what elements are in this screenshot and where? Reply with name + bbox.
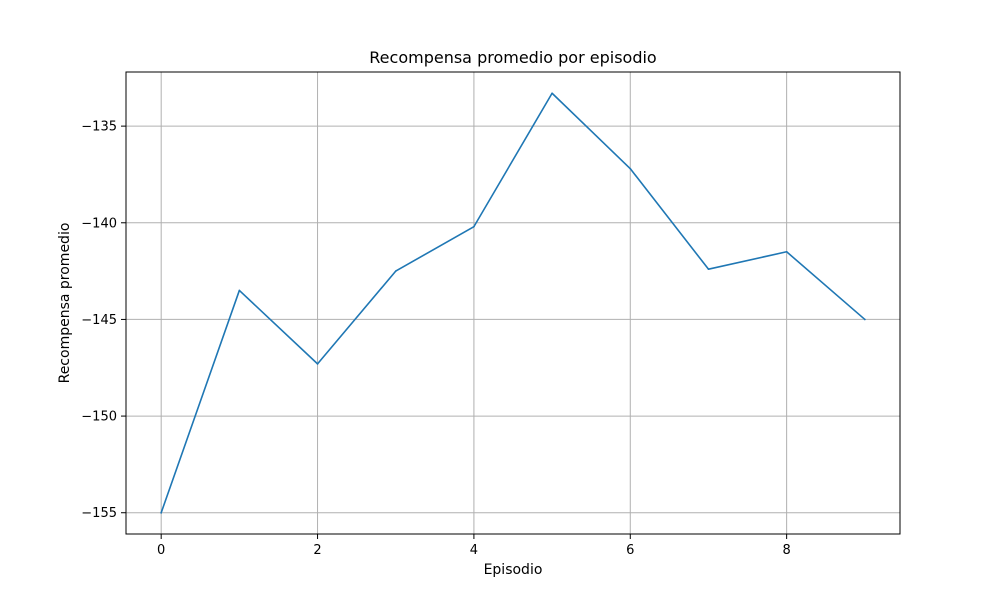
data-point: [864, 318, 866, 321]
x-tick-label: 0: [157, 543, 165, 558]
y-axis-label: Recompensa promedio: [57, 223, 73, 384]
y-tick-label: −145: [81, 313, 117, 328]
data-point: [629, 167, 632, 170]
grid-lines: [126, 72, 900, 534]
data-point: [160, 511, 162, 514]
axis-ticks: 0 2 4 6 8 −155 −150 −145 −140 −135: [81, 120, 790, 558]
series-line: [160, 92, 866, 514]
data-point: [707, 268, 710, 270]
data-point: [238, 289, 241, 292]
x-tick-label: 2: [313, 543, 321, 558]
x-axis-label: Episodio: [484, 562, 543, 578]
data-point: [473, 225, 475, 228]
data-point: [394, 270, 397, 272]
y-tick-label: −135: [81, 120, 117, 135]
data-point: [785, 250, 788, 253]
y-tick-label: −155: [81, 506, 117, 521]
data-point: [551, 92, 553, 95]
plot-frame: [125, 71, 901, 535]
y-tick-label: −140: [81, 216, 117, 231]
x-tick-label: 4: [470, 543, 478, 558]
series-lines: [160, 92, 866, 514]
data-point: [316, 363, 319, 365]
x-tick-label: 6: [626, 543, 634, 558]
x-tick-label: 8: [782, 543, 790, 558]
y-tick-label: −150: [81, 410, 117, 425]
chart-title: Recompensa promedio por episodio: [369, 48, 656, 67]
